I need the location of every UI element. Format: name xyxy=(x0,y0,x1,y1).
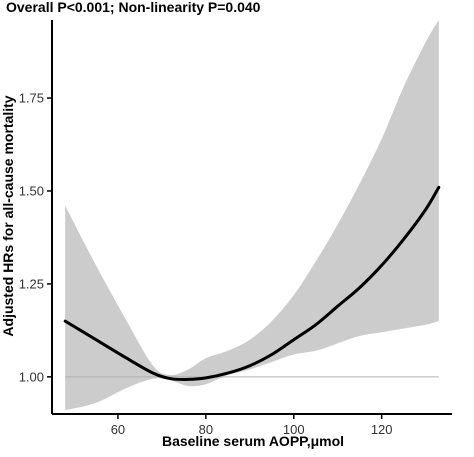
x-tick-label: 80 xyxy=(199,422,213,437)
y-tick-label: 1.75 xyxy=(19,91,44,106)
chart-title: Overall P<0.001; Non-linearity P=0.040 xyxy=(6,0,261,15)
x-ticks: 60 80 100 120 xyxy=(111,414,393,437)
y-tick-label: 1.50 xyxy=(19,183,44,198)
hr-curve xyxy=(63,185,441,382)
x-tick-label: 100 xyxy=(283,422,305,437)
y-ticks: 1.00 1.25 1.50 1.75 xyxy=(19,91,52,384)
ci-band xyxy=(65,20,439,411)
x-tick-label: 60 xyxy=(111,422,125,437)
y-tick-label: 1.25 xyxy=(19,276,44,291)
x-tick-label: 120 xyxy=(371,422,393,437)
y-tick-label: 1.00 xyxy=(19,369,44,384)
x-axis-label: Baseline serum AOPP,μmol xyxy=(162,433,344,449)
ci-band-layer xyxy=(65,20,439,411)
y-axis-label: Adjusted HRs for all-cause mortality xyxy=(0,95,16,336)
hr-curve-layer xyxy=(63,185,441,382)
